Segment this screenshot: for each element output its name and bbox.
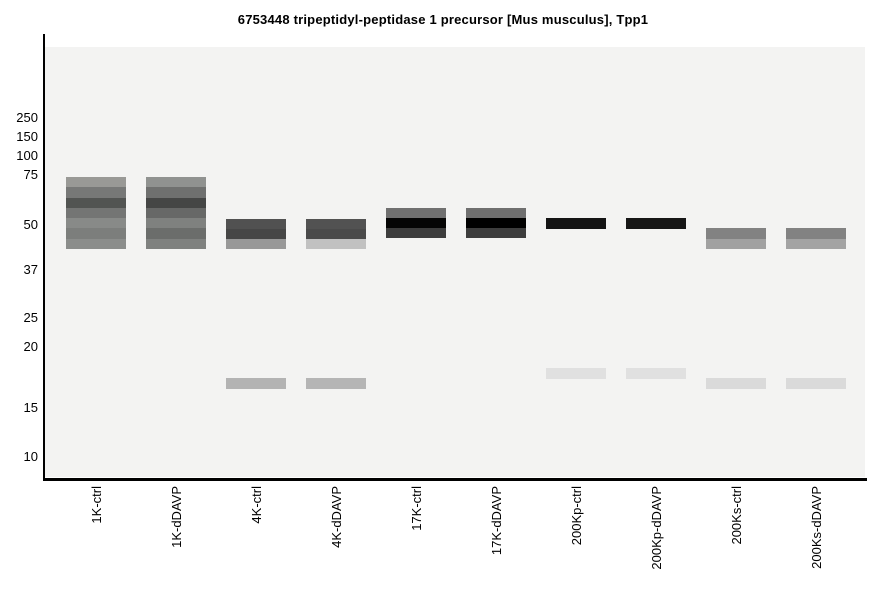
gel-band (466, 208, 526, 218)
chart-title: 6753448 tripeptidyl-peptidase 1 precurso… (237, 12, 649, 27)
gel-band (706, 378, 766, 389)
gel-band (466, 228, 526, 238)
gel-band (146, 177, 206, 187)
x-axis-line (43, 478, 867, 481)
gel-band (146, 187, 206, 198)
y-axis-tick-label: 10 (23, 449, 38, 464)
y-axis-labels: 250 150 100 75 50 37 25 20 15 10 (0, 0, 40, 595)
lane-label: 200Ks-ctrl (729, 486, 744, 545)
y-axis-tick-label: 75 (23, 167, 38, 182)
gel-band (226, 239, 286, 249)
gel-band (786, 239, 846, 249)
lane-label: 200Kp-ctrl (569, 486, 584, 546)
gel-band (66, 228, 126, 239)
gel-band (626, 368, 686, 379)
gel-band (226, 378, 286, 389)
lane-label: 17K-dDAVP (489, 486, 504, 556)
gel-band (786, 228, 846, 239)
gel-band (306, 229, 366, 239)
gel-band (386, 228, 446, 238)
gel-band (706, 239, 766, 249)
gel-band (226, 219, 286, 229)
gel-band (146, 218, 206, 228)
gel-band (626, 218, 686, 229)
gel-band (146, 198, 206, 208)
y-axis-tick-label: 20 (23, 339, 38, 354)
gel-band (66, 239, 126, 249)
gel-band (66, 198, 126, 208)
y-axis-tick-label: 25 (23, 310, 38, 325)
y-axis-tick-label: 150 (16, 129, 38, 144)
y-axis-tick-label: 250 (16, 110, 38, 125)
gel-band (386, 218, 446, 228)
gel-band (306, 219, 366, 229)
lane-label: 1K-dDAVP (169, 486, 184, 548)
y-axis-tick-label: 15 (23, 400, 38, 415)
gel-band (226, 229, 286, 239)
gel-band (66, 177, 126, 187)
y-axis-tick-label: 100 (16, 148, 38, 163)
lane-label: 200Ks-dDAVP (809, 486, 824, 569)
lane-label: 17K-ctrl (409, 486, 424, 531)
gel-band (66, 187, 126, 198)
gel-band (306, 378, 366, 389)
gel-band (466, 218, 526, 228)
plot-area (45, 47, 865, 477)
gel-band (386, 208, 446, 218)
gel-band (66, 218, 126, 228)
lane-label: 200Kp-dDAVP (649, 486, 664, 570)
gel-band (146, 208, 206, 218)
gel-band (706, 228, 766, 239)
gel-band (786, 378, 846, 389)
y-axis-tick-label: 50 (23, 217, 38, 232)
gel-band (546, 368, 606, 379)
y-axis-line (43, 34, 45, 481)
lane-label: 4K-dDAVP (329, 486, 344, 548)
gel-band (306, 239, 366, 249)
gel-band (146, 228, 206, 239)
lane-label: 1K-ctrl (89, 486, 104, 524)
gel-band (546, 218, 606, 229)
gel-band (66, 208, 126, 218)
gel-band (146, 239, 206, 249)
y-axis-tick-label: 37 (23, 262, 38, 277)
lane-label: 4K-ctrl (249, 486, 264, 524)
